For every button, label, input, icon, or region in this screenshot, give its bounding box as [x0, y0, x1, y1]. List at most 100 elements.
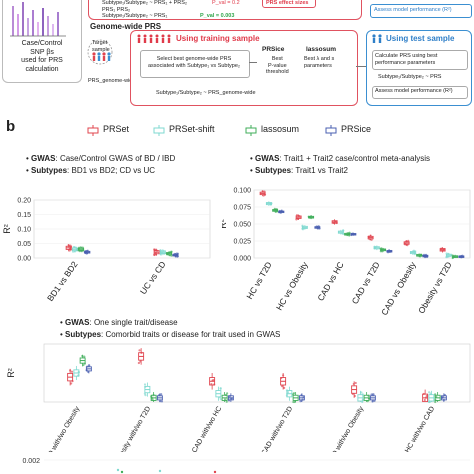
box-lassosum-cad-with-wo-t2d [292, 392, 299, 404]
arrow-2 [356, 66, 366, 67]
point [81, 354, 84, 358]
box-prset-hc-vs-t2d [259, 190, 267, 197]
point [269, 203, 272, 206]
point [153, 249, 157, 252]
box-prset-shift-hc-with-wo-cad [427, 390, 435, 404]
box-prsice-hc-with-wo-cad [440, 393, 447, 402]
prs-sub: PRS₁ PRS₂ [102, 7, 131, 13]
box-prset-t2d-with-wo-obesity [67, 368, 74, 386]
point [297, 214, 301, 218]
point [120, 470, 124, 474]
point [424, 396, 427, 399]
point [224, 393, 228, 397]
point [67, 245, 71, 248]
point [434, 399, 437, 402]
point [360, 391, 363, 394]
point [342, 232, 345, 236]
point [77, 370, 80, 374]
box-prsice-cad-with-wo-t2d [298, 393, 305, 403]
point [422, 392, 425, 396]
point [295, 214, 299, 217]
point [143, 392, 146, 395]
point [292, 392, 296, 395]
point [152, 394, 155, 397]
case-control-label: Case/Control SNP βs used for PRS calcula… [21, 40, 63, 73]
point [429, 392, 432, 395]
point [440, 247, 443, 250]
legend-lassosum: lassosum [261, 124, 300, 134]
chart2-subtypes: • Subtypes: Trait1 vs Trait2 [250, 166, 348, 175]
assess-top-box [370, 4, 472, 18]
point [218, 396, 222, 399]
point [160, 393, 163, 396]
box-lassosum-cad-with-wo-hc [221, 392, 229, 403]
point [212, 378, 215, 382]
box-prset-cad-with-wo-t2d [280, 373, 287, 390]
point [442, 398, 445, 402]
point [77, 374, 80, 377]
chart1-gwas-text: Case/Control GWAS of BD / IBD [59, 154, 176, 163]
box-lassosum-uc-vs-cd [165, 250, 173, 257]
point [87, 370, 90, 373]
box-prset-shift-t2d-with-wo-obesity [73, 365, 80, 381]
point [441, 395, 444, 398]
point [229, 397, 232, 400]
x-tick-label: BD1 vs BD2 [45, 259, 80, 303]
box-prset-shift-uc-vs-cd [159, 248, 166, 256]
point [423, 398, 426, 402]
box-prset-cad-with-wo-hc [209, 373, 216, 390]
box-prset-shift-cad-vs-obesity [409, 249, 417, 256]
box-prsice-hc-vs-obesity [314, 225, 321, 230]
box-lassosum-bd1-vs-bd2 [77, 246, 85, 253]
using-training-title: Using training sample [176, 34, 260, 43]
point [274, 210, 277, 213]
point [155, 249, 159, 252]
box-prsice-bd1-vs-bd2 [83, 249, 91, 255]
formula-test: Subtype₁/Subtype₂ ~ PRS [378, 74, 442, 80]
chart2-gwas-prefix: GWAS [255, 154, 280, 163]
point [427, 400, 430, 404]
legend: PRSet PRSet-shift lassosum PRSice [86, 124, 416, 138]
box-lassosum-cad-vs-obesity [416, 253, 423, 258]
point [285, 389, 289, 392]
x-tick-label: HC vs T2D [244, 260, 273, 301]
target-sample-label: Target sample [92, 40, 110, 53]
box-prset-cad-vs-t2d [367, 234, 374, 241]
point [342, 229, 345, 232]
x-tick-label: CAD vs T2D [350, 260, 382, 306]
chart3-subtypes-prefix: Subtypes [65, 330, 102, 339]
point [280, 209, 283, 212]
point [137, 361, 140, 365]
box-prsice-obesity-with-wo-t2d [156, 393, 164, 403]
box-prset-shift-hc-vs-t2d [265, 201, 273, 206]
panel-b-label: b [6, 118, 16, 135]
point [293, 400, 296, 404]
point [425, 394, 428, 398]
x-tick-label: HC vs Obesity [274, 259, 310, 312]
point [361, 400, 364, 404]
y-axis-label: R² [2, 224, 12, 234]
point [116, 468, 120, 472]
point [69, 369, 72, 372]
test-people-icon [372, 34, 382, 43]
legend-prset-icon [87, 125, 99, 136]
chart1-subtypes-prefix: Subtypes [31, 166, 68, 175]
box-prset-uc-vs-cd [153, 248, 160, 257]
lassosum-desc: Best λ and s parameters [304, 56, 335, 69]
box-lassosum-cad-vs-t2d [379, 247, 387, 253]
box-lassosum-cad-vs-hc [344, 231, 351, 237]
point [367, 235, 370, 238]
box-prset-hc-vs-obesity [295, 214, 302, 221]
point [422, 253, 426, 256]
point [414, 250, 417, 253]
box-lassosum-hc-vs-obesity [307, 215, 315, 220]
box-prsice-hc-vs-t2d [278, 209, 285, 214]
point [461, 254, 464, 257]
box-prsice-uc-vs-cd [172, 252, 179, 258]
box-prsice-cad-with-wo-obesity [369, 393, 376, 403]
legend-prset-shift: PRSet-shift [169, 124, 215, 134]
point [370, 393, 373, 396]
box-prset-cad-vs-obesity [403, 239, 410, 247]
point [139, 360, 142, 363]
box-prset-shift-cad-with-wo-obesity [357, 390, 364, 404]
